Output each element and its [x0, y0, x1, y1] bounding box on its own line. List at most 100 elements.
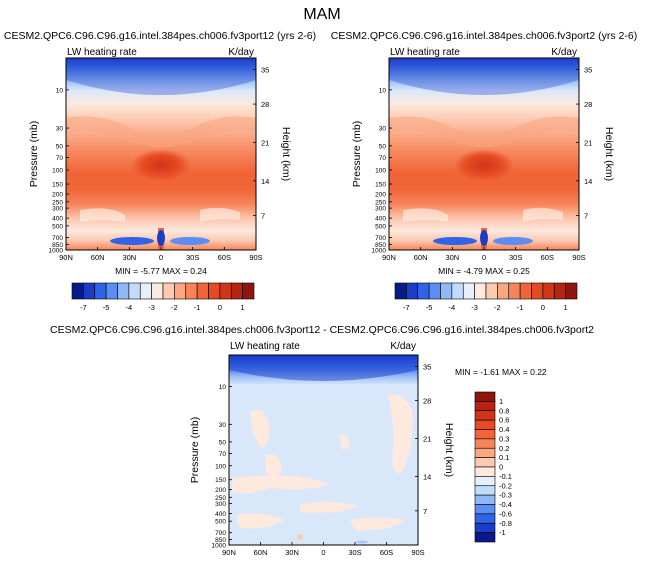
colorbar-left-swatch: [94, 282, 107, 300]
panel-diff-minmax: MIN = -1.61 MAX = 0.22: [455, 367, 547, 377]
colorbar-diff-label: 0.2: [499, 444, 509, 453]
panel-right-ytick-label: 850: [375, 242, 386, 249]
colorbar-diff-swatch: [474, 429, 496, 440]
panel-left-ytick-label: 100: [52, 167, 63, 174]
panel-diff-label-left: LW heating rate: [230, 341, 300, 352]
panel-left-ytick-label: 200: [52, 192, 63, 199]
colorbar-right-swatch: [542, 282, 555, 300]
panel-left-ytick-label: 10: [56, 87, 64, 94]
panel-right-ytick-label: 10: [379, 87, 387, 94]
colorbar-left-swatch: [105, 282, 118, 300]
colorbar-left-label: 0: [218, 303, 222, 312]
panel-left-xtick-label: 30S: [186, 253, 199, 262]
colorbar-left-label: -4: [126, 303, 133, 312]
panel-diff-ytick-label: 500: [215, 519, 226, 526]
colorbar-right-label: 0: [541, 303, 545, 312]
colorbar-diff-label: -0.1: [499, 472, 512, 481]
panel-right-xtick-label: 90N: [382, 253, 396, 262]
panel-diff-ytick-label: 200: [215, 487, 226, 494]
colorbar-diff-swatch: [474, 410, 496, 421]
panel-right-title: CESM2.QPC6.C96.C96.g16.intel.384pes.ch00…: [331, 30, 637, 42]
panel-left-ytick-label: 500: [52, 223, 63, 230]
panel-diff-xtick-label: 90S: [411, 548, 424, 557]
panel-right-ytick-right-label: 35: [584, 66, 592, 75]
panel-right-xtick-label: 60N: [414, 253, 428, 262]
panel-left: CESM2.QPC6.C96.C96.g16.intel.384pes.ch00…: [4, 30, 316, 276]
panel-diff-title: CESM2.QPC6.C96.C96.g16.intel.384pes.ch00…: [50, 324, 594, 336]
panel-right-ytick-label: 100: [375, 167, 386, 174]
colorbar-diff-swatch: [474, 532, 496, 543]
panel-left-field: [65, 57, 257, 251]
panel-left-ytick-label: 1000: [49, 248, 64, 255]
panel-diff: CESM2.QPC6.C96.C96.g16.intel.384pes.ch00…: [50, 324, 594, 557]
colorbar-right-swatch: [440, 282, 453, 300]
colorbar-right-swatch: [394, 282, 407, 300]
panel-diff-ytick-right-label: 28: [423, 397, 431, 406]
panel-right-label-left: LW heating rate: [390, 47, 460, 58]
colorbar-right-swatch: [428, 282, 441, 300]
panel-right-ytick-label: 700: [375, 235, 386, 242]
panel-right-label-right: K/day: [551, 47, 577, 58]
colorbar-left-swatch: [128, 282, 141, 300]
panel-left-ytick-right-label: 35: [261, 66, 269, 75]
panel-diff-label-right: K/day: [390, 341, 416, 352]
panel-diff-ytick-label: 300: [215, 501, 226, 508]
colorbar-right-swatch: [497, 282, 510, 300]
panel-left-xtick-label: 0: [159, 253, 163, 262]
colorbar-left-swatch: [174, 282, 187, 300]
panel-left-ticks: 90N 60N 30N 0 30S 60S 90S103050701001502002503…: [49, 66, 270, 262]
colorbar-diff-label: 0: [499, 463, 503, 472]
colorbar-left-label: 1: [241, 303, 245, 312]
panel-left-xtick-label: 60N: [91, 253, 105, 262]
panel-left-label-left: LW heating rate: [67, 47, 137, 58]
colorbar-right-swatch: [519, 282, 532, 300]
panel-diff-ytick-right-label: 35: [423, 362, 431, 371]
panel-left-ylabel: Pressure (mb): [28, 121, 40, 188]
panel-right-xtick-label: 30S: [509, 253, 522, 262]
panel-diff-ytick-right-label: 21: [423, 435, 431, 444]
panel-left-ytick-right-label: 28: [261, 100, 269, 109]
panel-right-ytick-label: 50: [379, 143, 387, 150]
colorbar-left-label: -3: [148, 303, 155, 312]
colorbar-right-swatch: [508, 282, 521, 300]
panel-left-xtick-label: 60S: [218, 253, 231, 262]
panel-diff-ytick-label: 70: [219, 451, 227, 458]
panel-left-xtick-label: 90N: [59, 253, 73, 262]
colorbar-right-label: -2: [494, 303, 501, 312]
panel-right-ytick-right-label: 7: [584, 211, 588, 220]
panel-diff-xtick-label: 90N: [222, 548, 236, 557]
panel-diff-xtick-label: 30N: [285, 548, 299, 557]
colorbar-diff-swatch: [474, 504, 496, 515]
panel-right-ytick-label: 300: [375, 206, 386, 213]
colorbar-diff-label: 0.4: [499, 425, 509, 434]
colorbar-left-swatch: [219, 282, 232, 300]
colorbar-right-label: -4: [449, 303, 456, 312]
colorbar-left-swatch: [83, 282, 96, 300]
colorbar-right-swatch: [417, 282, 430, 300]
panel-left-ylabel-right: Height (km): [280, 127, 292, 181]
colorbar-diff-swatch: [474, 466, 496, 477]
panel-left-ytick-label: 150: [52, 182, 63, 189]
panel-diff-ytick-label: 100: [215, 463, 226, 470]
colorbar-left-swatch: [185, 282, 198, 300]
panel-right-xtick-label: 60S: [541, 253, 554, 262]
panel-diff-ytick-label: 700: [215, 530, 226, 537]
colorbar-diff-swatch: [474, 494, 496, 505]
panel-left-xtick-label: 30N: [122, 253, 136, 262]
colorbar-left-label: -1: [194, 303, 201, 312]
colorbar-diff-label: -0.2: [499, 481, 512, 490]
panel-left-ytick-right-label: 21: [261, 138, 269, 147]
panel-left-ytick-label: 400: [52, 216, 63, 223]
colorbar-diff-swatch: [474, 447, 496, 458]
colorbar-diff-label: -0.8: [499, 519, 512, 528]
panel-right-ytick-right-label: 14: [584, 177, 592, 186]
panel-right-ytick-label: 150: [375, 182, 386, 189]
colorbar-right-swatch: [451, 282, 464, 300]
colorbar-diff-swatch: [474, 457, 496, 468]
panel-left-ytick-right-label: 14: [261, 177, 269, 186]
colorbar-diff-label: -0.4: [499, 500, 512, 509]
panel-right-ytick-right-label: 21: [584, 138, 592, 147]
colorbar-left-swatch: [230, 282, 243, 300]
colorbar-diff: 10.80.60.40.30.20.10-0.1-0.2-0.3-0.4-0.6…: [474, 391, 512, 543]
